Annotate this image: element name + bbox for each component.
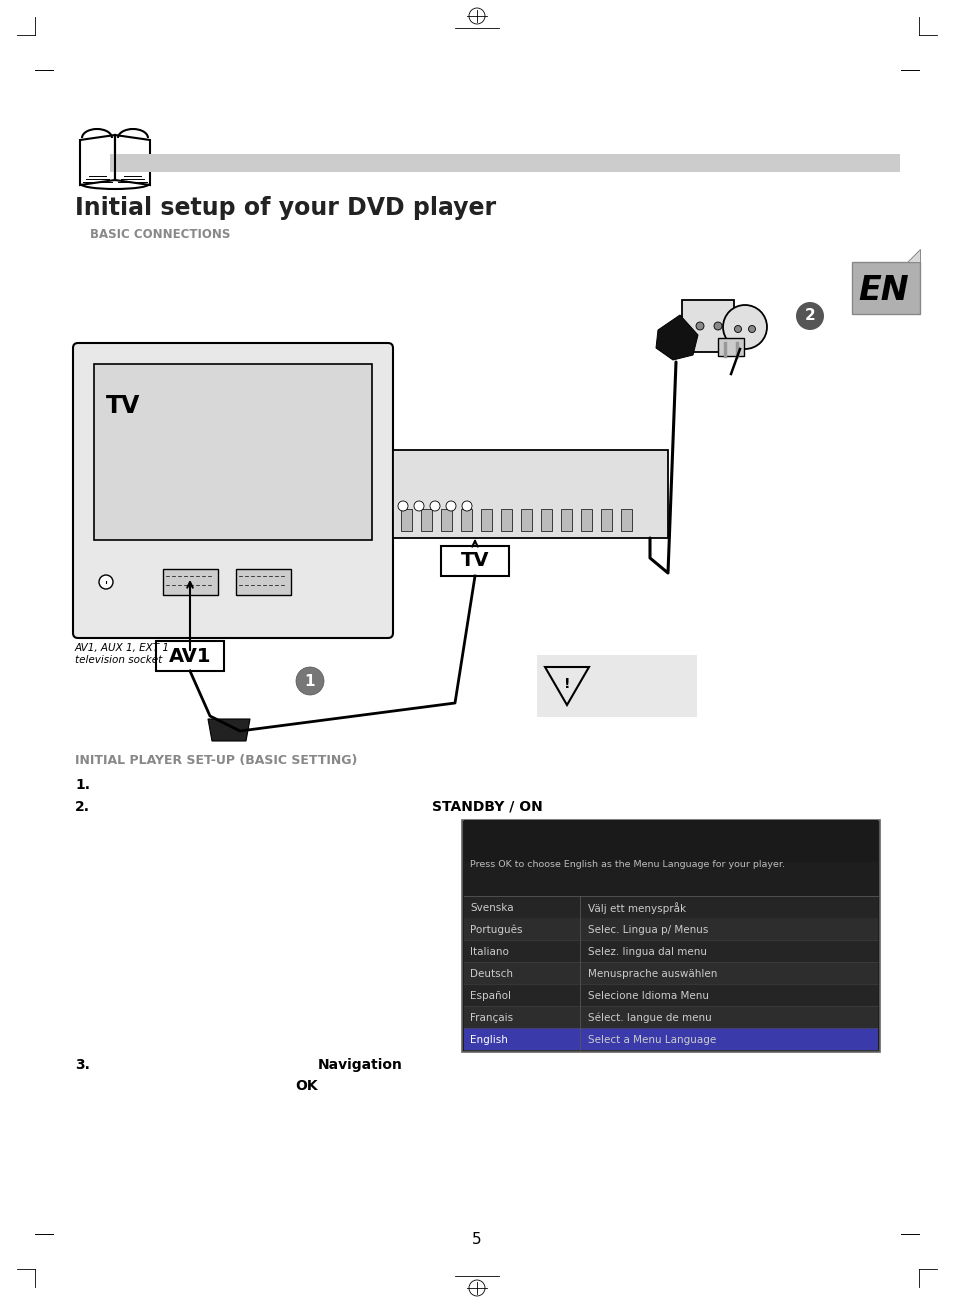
Text: Navigation: Navigation bbox=[317, 1058, 402, 1072]
Bar bbox=[400, 509, 412, 531]
Text: AV1, AUX 1, EXT 1: AV1, AUX 1, EXT 1 bbox=[75, 643, 170, 653]
Bar bbox=[463, 985, 877, 1005]
Bar bbox=[463, 962, 877, 985]
Text: BASIC CONNECTIONS: BASIC CONNECTIONS bbox=[90, 228, 230, 241]
Text: AV1: AV1 bbox=[169, 647, 211, 665]
Bar bbox=[460, 509, 472, 531]
Bar bbox=[463, 896, 877, 918]
Circle shape bbox=[748, 326, 755, 333]
Text: STANDBY / ON: STANDBY / ON bbox=[432, 799, 542, 814]
Bar bbox=[94, 364, 372, 540]
FancyBboxPatch shape bbox=[73, 343, 393, 638]
Bar bbox=[393, 450, 667, 539]
Text: !: ! bbox=[563, 677, 570, 691]
Text: 5: 5 bbox=[472, 1232, 481, 1248]
Circle shape bbox=[734, 326, 740, 333]
Circle shape bbox=[795, 303, 823, 330]
Polygon shape bbox=[656, 316, 698, 360]
Text: Selec. Lingua p/ Menus: Selec. Lingua p/ Menus bbox=[587, 925, 708, 935]
Text: Sélect. langue de menu: Sélect. langue de menu bbox=[587, 1013, 711, 1024]
Bar bbox=[163, 569, 218, 595]
Bar bbox=[600, 509, 612, 531]
Bar bbox=[440, 546, 509, 576]
Bar bbox=[463, 940, 877, 962]
Text: INITIAL PLAYER SET-UP (BASIC SETTING): INITIAL PLAYER SET-UP (BASIC SETTING) bbox=[75, 754, 357, 767]
Text: Selecione Idioma Menu: Selecione Idioma Menu bbox=[587, 991, 708, 1001]
Bar bbox=[480, 509, 492, 531]
Text: Português: Português bbox=[470, 925, 522, 935]
Text: Menusprache auswählen: Menusprache auswählen bbox=[587, 969, 717, 979]
Circle shape bbox=[414, 501, 423, 511]
Bar bbox=[461, 820, 879, 1052]
Text: Press OK to choose English as the Menu Language for your player.: Press OK to choose English as the Menu L… bbox=[470, 861, 784, 868]
Circle shape bbox=[461, 501, 472, 511]
Text: Select a Menu Language: Select a Menu Language bbox=[587, 1035, 716, 1045]
Bar bbox=[463, 1028, 877, 1050]
Circle shape bbox=[446, 501, 456, 511]
Circle shape bbox=[397, 501, 408, 511]
Polygon shape bbox=[208, 719, 250, 741]
Text: 1: 1 bbox=[304, 673, 314, 689]
Text: TV: TV bbox=[460, 552, 489, 571]
Bar bbox=[440, 509, 452, 531]
Text: Español: Español bbox=[470, 991, 511, 1001]
Text: Deutsch: Deutsch bbox=[470, 969, 513, 979]
Bar bbox=[500, 509, 512, 531]
Circle shape bbox=[430, 501, 439, 511]
Circle shape bbox=[696, 322, 703, 330]
Text: Français: Français bbox=[470, 1013, 513, 1024]
Circle shape bbox=[295, 668, 324, 695]
Text: Selez. lingua dal menu: Selez. lingua dal menu bbox=[587, 947, 706, 957]
Polygon shape bbox=[115, 136, 150, 185]
Bar bbox=[718, 338, 743, 356]
Bar bbox=[463, 820, 877, 862]
Bar bbox=[520, 509, 532, 531]
Circle shape bbox=[99, 575, 112, 589]
Text: EN: EN bbox=[858, 274, 908, 306]
Text: English: English bbox=[470, 1035, 507, 1045]
Polygon shape bbox=[906, 249, 919, 262]
Bar bbox=[463, 918, 877, 940]
Text: 2.: 2. bbox=[75, 799, 90, 814]
Text: 2: 2 bbox=[803, 309, 815, 323]
Polygon shape bbox=[80, 136, 115, 185]
Bar bbox=[463, 1005, 877, 1028]
Bar bbox=[156, 642, 224, 672]
Bar bbox=[560, 509, 572, 531]
Bar bbox=[420, 509, 432, 531]
Circle shape bbox=[713, 322, 721, 330]
Text: Svenska: Svenska bbox=[470, 902, 513, 913]
Bar bbox=[580, 509, 592, 531]
Text: Initial setup of your DVD player: Initial setup of your DVD player bbox=[75, 196, 496, 220]
Text: TV: TV bbox=[106, 394, 140, 419]
Bar bbox=[110, 154, 899, 172]
Text: Italiano: Italiano bbox=[470, 947, 508, 957]
Text: 1.: 1. bbox=[75, 778, 90, 792]
Bar bbox=[235, 569, 291, 595]
Text: television socket: television socket bbox=[75, 655, 162, 665]
Text: OK: OK bbox=[294, 1078, 317, 1093]
Bar bbox=[681, 300, 733, 352]
Bar bbox=[620, 509, 631, 531]
Bar bbox=[851, 262, 919, 314]
Text: 3.: 3. bbox=[75, 1058, 90, 1072]
Bar bbox=[537, 655, 697, 717]
Bar bbox=[540, 509, 552, 531]
Circle shape bbox=[722, 305, 766, 349]
Text: Välj ett menyspråk: Välj ett menyspråk bbox=[587, 902, 685, 914]
